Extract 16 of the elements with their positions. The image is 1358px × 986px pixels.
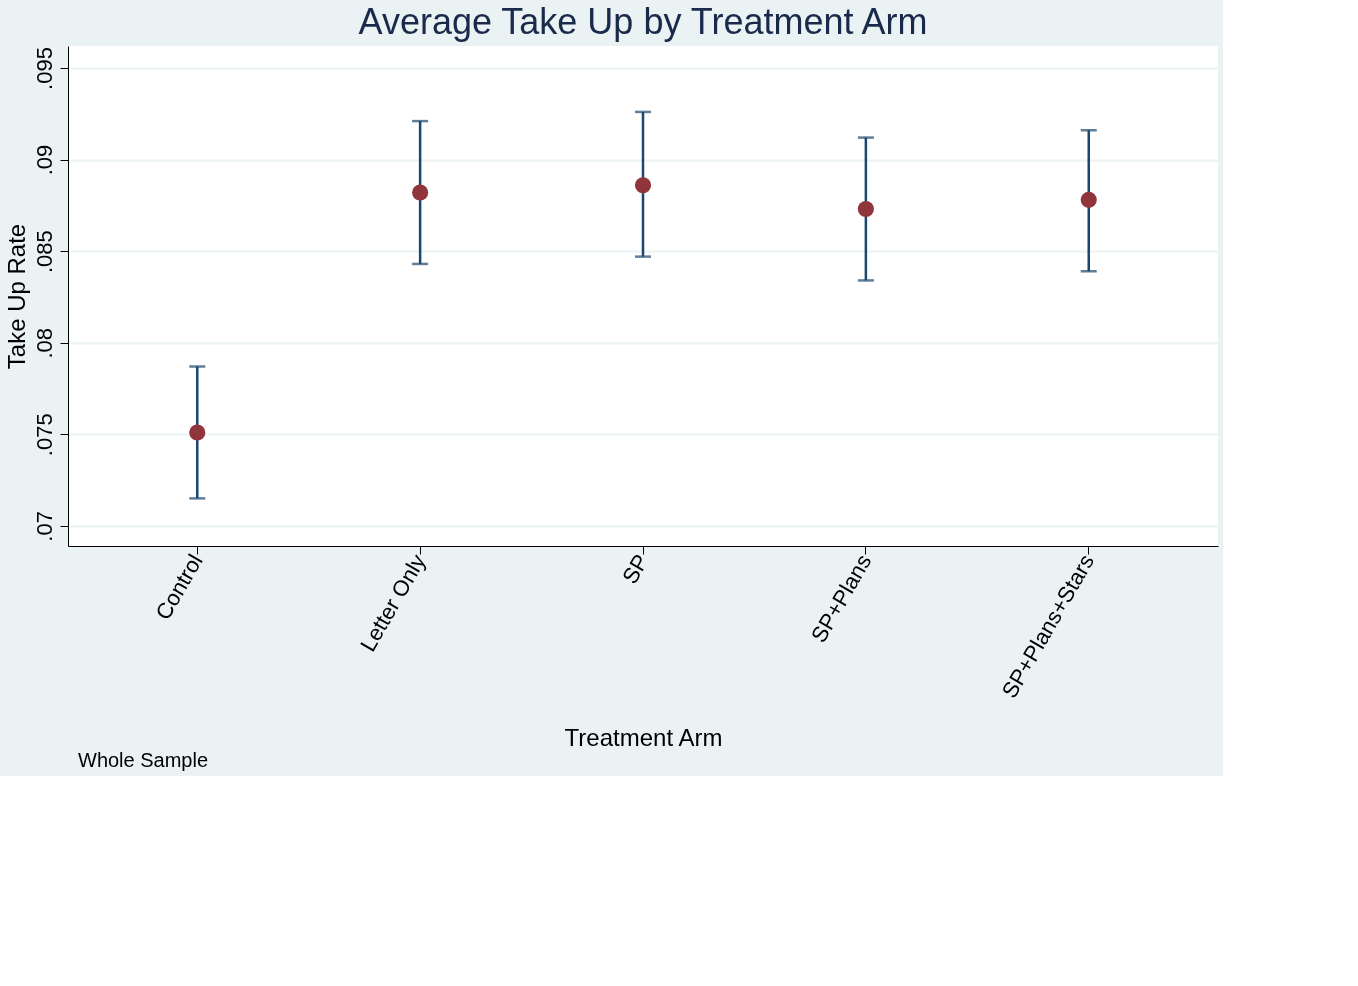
- y-tick-label: .075: [31, 413, 57, 457]
- y-tick-label: .08: [31, 327, 57, 359]
- y-tick-label: .07: [31, 511, 57, 542]
- y-axis-title: Take Up Rate: [2, 223, 30, 370]
- y-tick-label: .085: [31, 230, 57, 274]
- x-tick-label: SP: [617, 550, 654, 588]
- chart-title: Average Take Up by Treatment Arm: [358, 1, 928, 42]
- point: [189, 424, 206, 441]
- x-axis-title: Treatment Arm: [564, 723, 723, 751]
- y-tick-label: .09: [31, 144, 57, 176]
- point: [634, 177, 652, 194]
- point: [857, 200, 874, 218]
- y-tick-label: .095: [31, 47, 57, 90]
- point: [412, 184, 429, 201]
- point: [1080, 191, 1097, 208]
- text: Whole Sample: [78, 749, 209, 771]
